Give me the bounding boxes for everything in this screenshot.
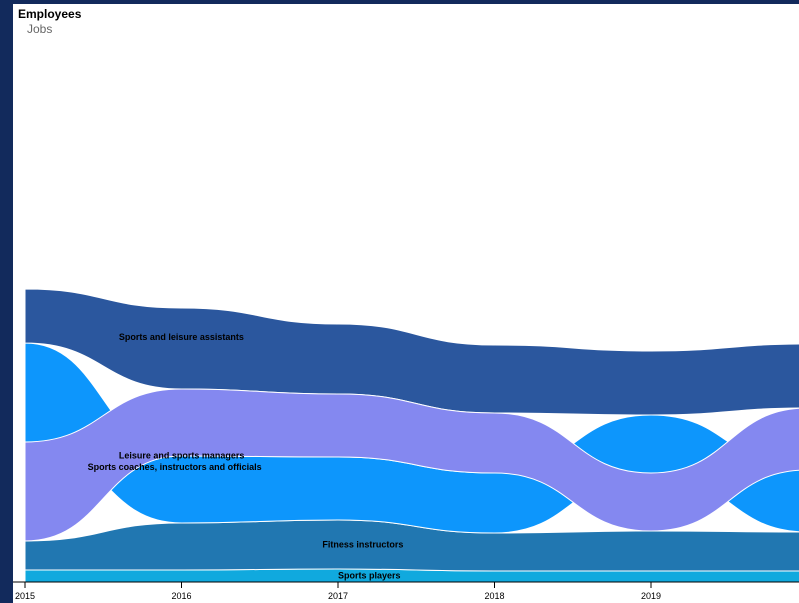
band-fitness-instructors[interactable] (24, 519, 799, 572)
band-label: Sports players (338, 571, 401, 581)
x-tick-label: 2015 (15, 591, 35, 601)
x-tick-label: 2016 (171, 591, 191, 601)
band-labels-group: Sports and leisure assistants Sports coac… (88, 332, 404, 580)
band-label: Leisure and sports managers (119, 450, 245, 460)
chart-subtitle: Jobs (27, 22, 53, 36)
x-tick-label: 2017 (328, 591, 348, 601)
band-label: Sports and leisure assistants (119, 332, 244, 342)
band-label: Sports coaches, instructors and official… (88, 462, 262, 472)
streamgraph-plot: Sports and leisure assistants Sports coac… (13, 288, 799, 601)
x-tick-label: 2018 (484, 591, 504, 601)
band-sports-coaches-instructors-and-officials[interactable] (24, 388, 799, 542)
chart-title: Employees (18, 7, 82, 21)
x-tick-label: 2019 (641, 591, 661, 601)
bands-group (24, 288, 799, 583)
chart-container: Employees Jobs Sports and leisure assist… (13, 4, 799, 603)
band-label: Fitness instructors (322, 540, 403, 550)
x-axis: 201520162017201820192 (13, 581, 799, 601)
